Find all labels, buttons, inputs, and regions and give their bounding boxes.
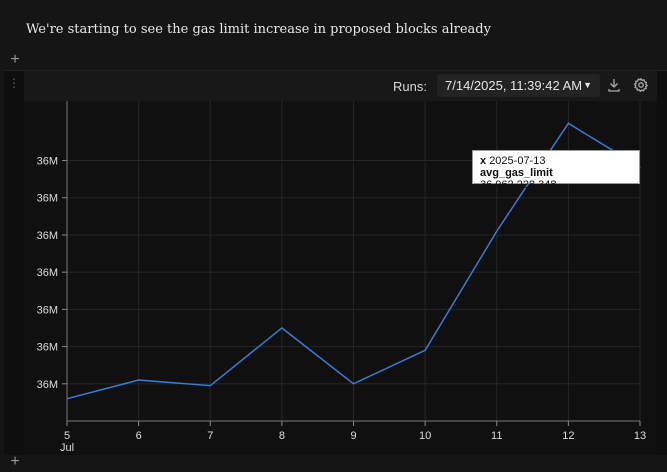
x-tick-label: 8: [279, 430, 285, 442]
y-tick-label: 36M: [37, 156, 58, 168]
tooltip-x-key: x: [480, 155, 487, 167]
x-tick-sublabel: Jul: [60, 442, 74, 454]
x-tick-label: 11: [491, 430, 502, 442]
x-tick-label: 10: [419, 430, 431, 442]
drag-handle-icon[interactable]: ⋮: [8, 76, 20, 90]
y-tick-label: 36M: [37, 267, 58, 279]
x-tick-label: 5: [64, 430, 70, 442]
add-cell-icon[interactable]: +: [10, 51, 20, 68]
y-tick-label: 36M: [37, 193, 58, 205]
y-tick-label: 36M: [37, 379, 58, 391]
x-tick-label: 9: [350, 430, 356, 442]
tooltip-y-key: avg_gas_limit: [480, 167, 553, 179]
x-tick-label: 6: [136, 430, 142, 442]
chart-toolbar: Runs: 7/14/2025, 11:39:42 AM ▼: [24, 71, 657, 101]
y-tick-label: 36M: [37, 342, 58, 354]
tooltip-y-value: 36,062,228.348: [480, 179, 557, 191]
line-chart: 36M 36M 36M 36M 36M 36M 36M 5 6 7 8 9 10 11 12 13 Jul: [37, 101, 646, 454]
x-tick-label: 7: [207, 430, 213, 442]
add-cell-icon[interactable]: +: [10, 453, 20, 470]
runs-label: Runs:: [393, 79, 427, 94]
runs-select-value: 7/14/2025, 11:39:42 AM: [445, 78, 583, 93]
y-tick-label: 36M: [37, 230, 58, 242]
download-icon[interactable]: [606, 77, 622, 93]
note-text: We're starting to see the gas limit incr…: [26, 22, 491, 37]
x-tick-label: 13: [634, 430, 646, 442]
runs-select[interactable]: 7/14/2025, 11:39:42 AM ▼: [437, 74, 600, 97]
tooltip-x-value: 2025-07-13: [489, 155, 546, 167]
gear-icon[interactable]: [633, 77, 649, 93]
chart-cell: ⋮ Runs: 7/14/2025, 11:39:42 AM ▼ 36M 36M 3…: [4, 70, 667, 455]
x-tick-label: 12: [562, 430, 574, 442]
y-tick-label: 36M: [37, 304, 58, 316]
caret-down-icon: ▼: [583, 80, 592, 90]
chart-tooltip: x 2025-07-13 avg_gas_limit 36,062,228.34…: [472, 150, 640, 191]
